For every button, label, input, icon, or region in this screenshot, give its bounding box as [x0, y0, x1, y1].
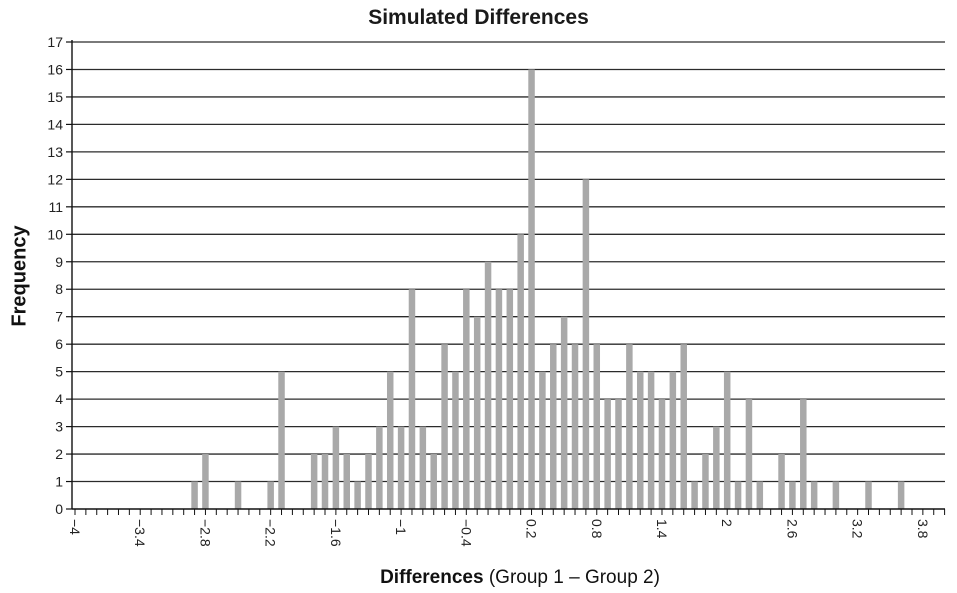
bar — [702, 454, 709, 509]
bar — [789, 481, 796, 509]
bar — [430, 454, 437, 509]
bar — [680, 344, 687, 509]
y-tick-label: 4 — [55, 391, 63, 407]
x-tick-label: 1.4 — [654, 519, 670, 539]
x-tick-label: −1.6 — [328, 519, 344, 547]
bar — [267, 481, 274, 509]
y-tick-label: 17 — [47, 34, 63, 50]
bar — [832, 481, 840, 509]
bar — [756, 481, 764, 509]
y-tick-label: 10 — [47, 226, 63, 242]
bar — [408, 289, 416, 509]
x-tick-label: 3.2 — [850, 519, 866, 539]
bar — [419, 426, 427, 509]
bar — [734, 481, 742, 509]
bar — [397, 426, 405, 509]
bar — [528, 69, 535, 510]
x-tick-label: −4 — [67, 519, 83, 535]
x-ticks: −4 −3.4 −2.8 −2.2 −1.6 −1 −0.4 0.2 0.8 1.4 2 2.6 3.2… — [67, 509, 946, 547]
bar — [484, 261, 492, 509]
bar — [191, 481, 198, 509]
x-tick-label: 0.2 — [524, 519, 540, 539]
y-tick-label: 12 — [47, 171, 63, 187]
x-tick-label: 2.6 — [784, 519, 800, 539]
bar — [463, 289, 470, 509]
bar — [365, 454, 372, 509]
x-tick-label: 2 — [719, 519, 735, 527]
bar — [310, 454, 318, 509]
bar — [343, 454, 350, 509]
bar — [234, 481, 242, 509]
y-tick-label: 3 — [55, 419, 63, 435]
x-tick-label: −0.4 — [458, 519, 474, 547]
bar — [202, 454, 209, 509]
y-tick-label: 6 — [55, 336, 63, 352]
bar — [778, 454, 785, 509]
bar — [626, 344, 633, 509]
y-tick-label: 1 — [55, 474, 63, 490]
bar — [332, 426, 340, 509]
bars — [191, 69, 905, 510]
y-tick-label: 13 — [47, 144, 63, 160]
bar — [865, 481, 872, 509]
bar — [593, 344, 601, 509]
bar — [550, 344, 557, 509]
bar — [473, 316, 481, 509]
bar — [723, 371, 731, 509]
y-tick-label: 7 — [55, 309, 63, 325]
axes — [71, 40, 945, 510]
bar — [441, 344, 448, 509]
bar — [669, 371, 677, 509]
bar — [517, 234, 524, 509]
bar — [321, 454, 329, 509]
y-tick-label: 2 — [55, 446, 63, 462]
bar — [658, 399, 666, 509]
x-tick-label: −3.4 — [132, 519, 148, 547]
bar — [713, 426, 720, 509]
bar — [560, 316, 568, 509]
x-tick-label: −2.2 — [263, 519, 279, 547]
y-tick-label: 14 — [47, 116, 63, 132]
x-tick-label: 3.8 — [915, 519, 931, 539]
bar — [495, 289, 503, 509]
bar — [452, 371, 459, 509]
bar — [647, 371, 655, 509]
bar — [691, 481, 698, 509]
x-axis-label: Differences (Group 1 – Group 2) — [0, 567, 957, 589]
bar — [636, 371, 644, 509]
y-tick-label: 8 — [55, 281, 63, 297]
bar — [745, 399, 753, 509]
x-tick-label: −1 — [393, 519, 409, 535]
x-axis-label-bold: Differences — [380, 567, 484, 588]
bar — [897, 481, 905, 509]
bar — [571, 344, 579, 509]
y-tick-label: 9 — [55, 254, 63, 270]
x-tick-label: 0.8 — [589, 519, 605, 539]
bar — [615, 399, 622, 509]
bar — [582, 179, 590, 509]
y-tick-label: 16 — [47, 61, 63, 77]
y-tick-label: 5 — [55, 364, 63, 380]
y-tick-label: 11 — [48, 199, 63, 215]
bar — [278, 371, 285, 509]
bar — [506, 289, 514, 509]
bar — [604, 399, 611, 509]
bar — [386, 371, 394, 509]
chart-title: Simulated Differences — [368, 6, 589, 29]
bar — [354, 481, 361, 509]
y-tick-label: 15 — [47, 89, 63, 105]
bar — [810, 481, 818, 509]
bar — [376, 426, 383, 509]
y-tick-label: 0 — [55, 501, 63, 517]
x-tick-label: −2.8 — [197, 519, 213, 547]
bar — [539, 371, 546, 509]
x-axis-label-rest: (Group 1 – Group 2) — [488, 567, 660, 588]
bar — [800, 399, 807, 509]
